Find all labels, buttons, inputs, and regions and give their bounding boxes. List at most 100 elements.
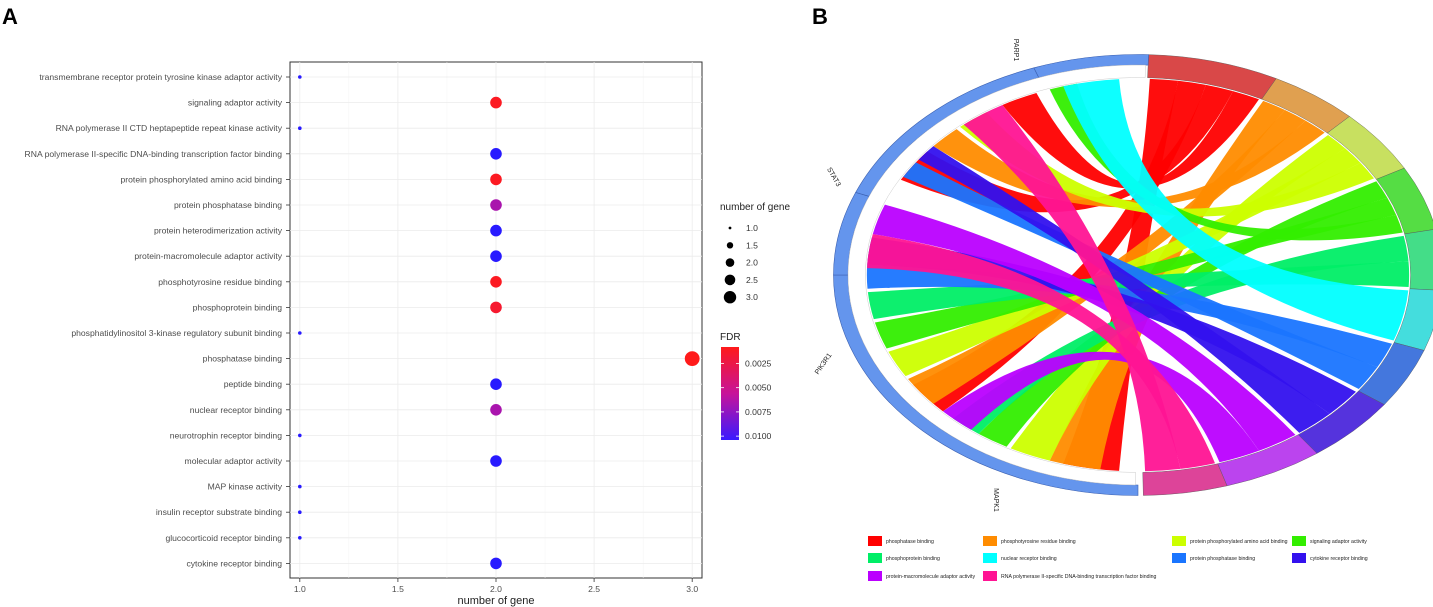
- category-label: cytokine receptor binding: [186, 558, 282, 568]
- chord-ribbon: [963, 104, 1181, 472]
- gene-label: MAPK1: [992, 488, 999, 512]
- chord-outer-arcs: [833, 54, 1433, 496]
- chord-ribbon: [872, 204, 1296, 451]
- chord-legend-swatch: [983, 553, 997, 563]
- data-point: [490, 224, 502, 237]
- panel-a-label: A: [2, 4, 18, 29]
- chord-ribbon: [903, 162, 1378, 390]
- chord-legend-swatch: [1292, 553, 1306, 563]
- category-label: protein-macromolecule adaptor activity: [134, 251, 282, 261]
- size-legend-title: number of gene: [720, 202, 790, 213]
- size-legend-key: [725, 258, 735, 267]
- color-legend-label: 0.0075: [745, 407, 772, 417]
- category-label: protein phosphatase binding: [174, 200, 282, 210]
- x-tick-label: 1.0: [294, 584, 306, 594]
- data-point: [684, 351, 700, 366]
- data-point: [490, 378, 502, 391]
- category-label: RNA polymerase II CTD heptapeptide repea…: [56, 123, 283, 133]
- data-points: [298, 75, 700, 570]
- x-tick-label: 1.5: [392, 584, 404, 594]
- color-legend-label: 0.0100: [745, 431, 772, 441]
- chord-legend-label: protein phosphorylated amino acid bindin…: [1190, 539, 1288, 545]
- chord-ribbon: [978, 181, 1388, 447]
- category-label: phosphotyrosine residue binding: [158, 277, 282, 287]
- x-tick-label: 2.0: [490, 584, 502, 594]
- category-label: peptide binding: [224, 379, 283, 389]
- chord-ribbon: [888, 148, 1361, 377]
- color-legend: FDR 0.0025 0.0050 0.0075 0.0100: [720, 332, 772, 441]
- chord-ribbon: [1049, 100, 1286, 470]
- size-legend-label: 3.0: [746, 292, 758, 302]
- category-label: glucocorticoid receptor binding: [165, 533, 282, 543]
- chord-legend-label: signaling adaptor activity: [1310, 539, 1367, 545]
- category-label: MAP kinase activity: [208, 482, 283, 492]
- chord-ribbons: [866, 78, 1410, 472]
- data-point: [298, 510, 302, 514]
- size-legend: number of gene 1.0 1.5 2.0 2.5 3.0: [720, 202, 790, 304]
- size-legend-label: 1.5: [746, 240, 758, 250]
- category-label: phosphatase binding: [203, 354, 283, 364]
- x-tick-label: 2.5: [588, 584, 600, 594]
- dot-plot: transmembrane receptor protein tyrosine …: [25, 61, 790, 607]
- data-point: [490, 173, 502, 186]
- term-arc: [1142, 463, 1228, 496]
- gene-label: PARP1: [1012, 39, 1019, 62]
- data-point: [298, 536, 302, 540]
- chord-legend-swatch: [1292, 536, 1306, 546]
- data-point: [490, 455, 502, 467]
- chord-legend-label: phosphatase binding: [886, 539, 934, 545]
- category-label: transmembrane receptor protein tyrosine …: [39, 72, 282, 82]
- chord-legend-swatch: [868, 553, 882, 563]
- chord-legend-swatch: [868, 571, 882, 581]
- chord-legend-label: phosphotyrosine residue binding: [1001, 539, 1076, 545]
- size-legend-label: 2.5: [746, 275, 758, 285]
- chord-legend-label: nuclear receptor binding: [1001, 556, 1057, 562]
- chord-legend-swatch: [983, 571, 997, 581]
- size-legend-label: 2.0: [746, 258, 758, 268]
- data-point: [490, 199, 502, 211]
- category-label: insulin receptor substrate binding: [156, 507, 282, 517]
- color-legend-title: FDR: [720, 332, 741, 343]
- chord-legend-swatch: [1172, 536, 1186, 546]
- size-legend-label: 1.0: [746, 223, 758, 233]
- chord-legend-label: protein-macromolecule adaptor activity: [886, 574, 975, 580]
- category-label: molecular adaptor activity: [185, 456, 283, 466]
- gene-label: STAT3: [825, 167, 841, 189]
- x-axis-ticks: 1.0 1.5 2.0 2.5 3.0: [294, 578, 698, 594]
- chord-ribbon: [918, 146, 1330, 433]
- chord-ribbon: [953, 235, 1409, 434]
- data-point: [490, 148, 502, 160]
- chord-legend-label: cytokine receptor binding: [1310, 556, 1368, 562]
- gene-inner-ring: [847, 64, 1146, 486]
- chord-ribbon: [1010, 134, 1346, 461]
- chord-ribbon: [942, 351, 1259, 463]
- chord-legend-swatch: [1172, 553, 1186, 563]
- panel-b-label: B: [812, 4, 828, 29]
- data-point: [490, 557, 502, 570]
- chord-ribbon: [1002, 91, 1259, 189]
- chord-ribbon: [1049, 83, 1403, 241]
- data-point: [490, 276, 502, 288]
- category-label: phosphoprotein binding: [193, 302, 283, 312]
- chord-legend-label: phosphoprotein binding: [886, 556, 940, 562]
- data-point: [298, 75, 302, 79]
- data-point: [298, 126, 302, 130]
- chord-legend-label: protein phosphatase binding: [1190, 556, 1255, 562]
- size-legend-key: [723, 291, 737, 304]
- data-point: [490, 404, 502, 416]
- chord-legend-swatch: [983, 536, 997, 546]
- color-legend-label: 0.0050: [745, 383, 772, 393]
- data-point: [490, 96, 502, 109]
- category-label: phosphatidylinositol 3-kinase regulatory…: [71, 328, 282, 338]
- size-legend-key: [728, 226, 732, 230]
- data-point: [490, 301, 502, 314]
- chord-ribbon: [867, 234, 1216, 469]
- category-label: neurotrophin receptor binding: [170, 430, 282, 440]
- category-label: protein heterodimerization activity: [154, 226, 283, 236]
- size-legend-key: [724, 274, 736, 286]
- category-label: nuclear receptor binding: [190, 405, 282, 415]
- chord-ribbon: [866, 264, 1392, 368]
- size-legend-key: [726, 242, 734, 249]
- data-point: [298, 331, 302, 335]
